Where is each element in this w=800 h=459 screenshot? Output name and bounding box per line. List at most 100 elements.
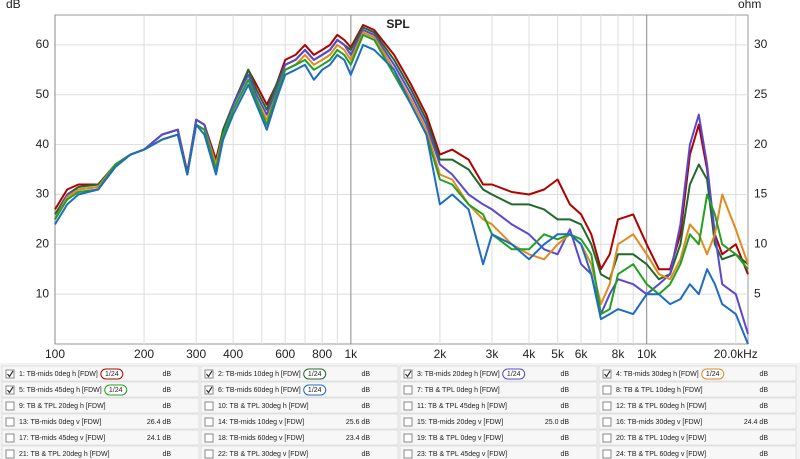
smoothing-label: 1/24 bbox=[109, 387, 123, 394]
smoothing-icon[interactable] bbox=[502, 368, 526, 380]
y2-tick-label: 5 bbox=[754, 286, 761, 300]
checkbox[interactable] bbox=[403, 417, 413, 427]
checkbox[interactable] bbox=[403, 433, 413, 443]
trace-label[interactable]: 4: TB-mids 30deg h [FDW] bbox=[616, 371, 699, 378]
smoothing-icon[interactable] bbox=[701, 368, 725, 380]
trace-label[interactable]: 3: TB-mids 20deg h [FDW] bbox=[417, 371, 500, 378]
checkbox[interactable] bbox=[403, 385, 413, 395]
checkbox[interactable] bbox=[204, 449, 214, 459]
x-tick-label: 10k bbox=[637, 347, 657, 361]
y-tick-label: 30 bbox=[36, 187, 50, 201]
check-mark bbox=[405, 370, 412, 378]
checkbox[interactable] bbox=[5, 417, 15, 427]
trace-label[interactable]: 12: TB & TPL 60deg h [FDW] bbox=[616, 403, 707, 410]
readout: dB bbox=[361, 451, 370, 458]
readout: dB bbox=[361, 387, 370, 394]
trace-label[interactable]: 9: TB & TPL 20deg h [FDW] bbox=[19, 403, 106, 410]
check-mark bbox=[604, 370, 611, 378]
checkbox[interactable] bbox=[204, 401, 214, 411]
trace-label[interactable]: 13: TB-mids 0deg v [FDW] bbox=[19, 419, 101, 426]
y-tick-label: 20 bbox=[36, 236, 50, 250]
legend-cell bbox=[200, 365, 399, 382]
trace-label[interactable]: 14: TB-mids 10deg v [FDW] bbox=[218, 419, 304, 426]
trace-label[interactable]: 20: TB & TPL 10deg v [FDW] bbox=[616, 435, 706, 442]
legend-cell bbox=[399, 381, 598, 398]
checkbox[interactable] bbox=[602, 369, 612, 379]
trace-label[interactable]: 15: TB-mids 20deg v [FDW] bbox=[417, 419, 503, 426]
checkbox[interactable] bbox=[5, 433, 15, 443]
legend-cell bbox=[598, 397, 797, 414]
readout: dB bbox=[759, 403, 768, 410]
trace-label[interactable]: 2: TB-mids 10deg h [FDW] bbox=[218, 371, 301, 378]
checkbox[interactable] bbox=[602, 433, 612, 443]
trace-label[interactable]: 18: TB-mids 60deg v [FDW] bbox=[218, 435, 304, 442]
smoothing-icon[interactable] bbox=[100, 368, 124, 380]
checkbox[interactable] bbox=[602, 449, 612, 459]
legend-cell bbox=[1, 381, 200, 398]
trace-label[interactable]: 11: TB & TPL 45deg h [FDW] bbox=[417, 403, 507, 410]
x-tick-label: 800 bbox=[312, 347, 332, 361]
smoothing-label: 1/24 bbox=[507, 371, 521, 378]
smoothing-icon[interactable] bbox=[303, 384, 327, 396]
checkbox[interactable] bbox=[5, 449, 15, 459]
smoothing-label: 1/24 bbox=[308, 387, 322, 394]
readout: 25.6 dB bbox=[346, 419, 370, 426]
trace-label[interactable]: 5: TB-mids 45deg h [FDW] bbox=[19, 387, 102, 394]
readout: dB bbox=[759, 451, 768, 458]
trace-label[interactable]: 16: TB-mids 30deg v [FDW] bbox=[616, 419, 702, 426]
checkbox[interactable] bbox=[403, 369, 413, 379]
readout: dB bbox=[162, 371, 171, 378]
trace-label[interactable]: 1: TB-mids 0deg h [FDW] bbox=[19, 371, 98, 378]
trace-label[interactable]: 22: TB & TPL 30deg v [FDW] bbox=[218, 451, 308, 458]
y-tick-label: 50 bbox=[36, 87, 50, 101]
trace-label[interactable]: 23: TB & TPL 45deg v [FDW] bbox=[417, 451, 507, 458]
checkbox[interactable] bbox=[204, 385, 214, 395]
legend-cell bbox=[200, 397, 399, 414]
y-axis-label: dB bbox=[6, 0, 21, 11]
checkbox[interactable] bbox=[602, 417, 612, 427]
trace-label[interactable]: 24: TB & TPL 60deg v [FDW] bbox=[616, 451, 706, 458]
smoothing-label: 1/24 bbox=[706, 371, 720, 378]
x-tick-label: 3k bbox=[486, 347, 500, 361]
readout: dB bbox=[162, 387, 171, 394]
trace-label[interactable]: 10: TB & TPL 30deg h [FDW] bbox=[218, 403, 309, 410]
check-mark bbox=[206, 386, 213, 394]
readout: dB bbox=[560, 451, 569, 458]
readout: dB bbox=[560, 387, 569, 394]
trace-label[interactable]: 21: TB & TPL 20deg h [FDW] bbox=[19, 451, 110, 458]
y2-tick-label: 25 bbox=[754, 87, 768, 101]
legend-cell bbox=[1, 445, 200, 459]
x-tick-label: 200 bbox=[134, 347, 154, 361]
checkbox[interactable] bbox=[403, 449, 413, 459]
checkbox[interactable] bbox=[602, 401, 612, 411]
trace-label[interactable]: 19: TB & TPL 0deg v [FDW] bbox=[417, 435, 503, 442]
checkbox[interactable] bbox=[5, 401, 15, 411]
smoothing-icon[interactable] bbox=[303, 368, 327, 380]
trace-label[interactable]: 7: TB & TPL 0deg h [FDW] bbox=[417, 387, 500, 394]
check-mark bbox=[7, 386, 14, 394]
checkbox[interactable] bbox=[204, 369, 214, 379]
checkbox[interactable] bbox=[403, 401, 413, 411]
smoothing-icon[interactable] bbox=[104, 384, 128, 396]
legend-cell bbox=[200, 429, 399, 446]
readout: 23.4 dB bbox=[346, 435, 370, 442]
trace-label[interactable]: 6: TB-mids 60deg h [FDW] bbox=[218, 387, 301, 394]
x-tick-label: 5k bbox=[551, 347, 565, 361]
readout: dB bbox=[759, 371, 768, 378]
y2-axis-label: ohm bbox=[738, 0, 761, 11]
checkbox[interactable] bbox=[602, 385, 612, 395]
trace-label[interactable]: 17: TB-mids 45deg v [FDW] bbox=[19, 435, 105, 442]
legend-cell bbox=[1, 413, 200, 430]
trace-label[interactable]: 8: TB & TPL 10deg h [FDW] bbox=[616, 387, 703, 394]
y2-tick-label: 30 bbox=[754, 37, 768, 51]
checkbox[interactable] bbox=[204, 433, 214, 443]
checkbox[interactable] bbox=[5, 385, 15, 395]
legend-cell bbox=[399, 445, 598, 459]
checkbox[interactable] bbox=[204, 417, 214, 427]
y-tick-label: 40 bbox=[36, 137, 50, 151]
smoothing-label: 1/24 bbox=[308, 371, 322, 378]
check-mark bbox=[7, 370, 14, 378]
legend-cell bbox=[598, 381, 797, 398]
x-tick-label: 8k bbox=[612, 347, 626, 361]
checkbox[interactable] bbox=[5, 369, 15, 379]
